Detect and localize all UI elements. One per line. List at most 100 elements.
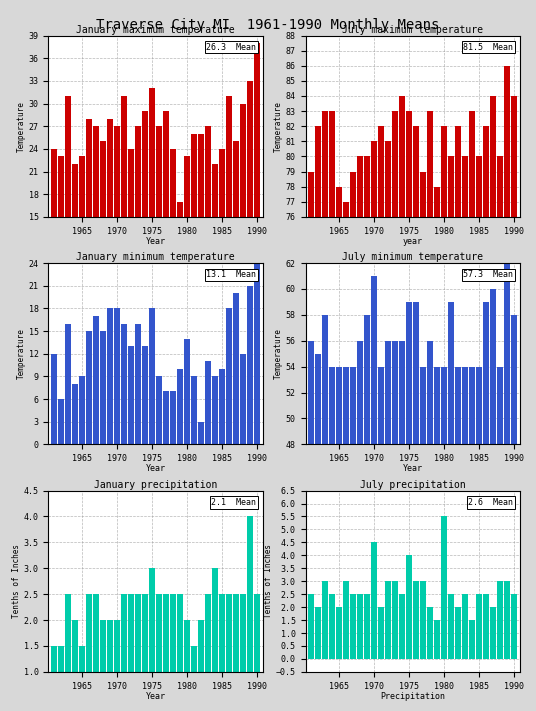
Bar [142,594,148,711]
Bar [254,594,260,711]
Bar [343,202,349,711]
Bar [427,607,433,659]
Bar [149,309,155,444]
Bar [392,582,398,659]
Bar [142,346,148,444]
Bar [399,341,405,711]
Bar [420,582,426,659]
Bar [163,392,169,444]
Bar [212,568,218,711]
Bar [490,96,496,711]
Bar [93,594,99,711]
Bar [343,367,349,711]
Y-axis label: Temperature: Temperature [17,328,26,379]
Bar [413,302,419,711]
Text: Traverse City MI  1961-1990 Monthly Means: Traverse City MI 1961-1990 Monthly Means [96,18,440,32]
Bar [477,156,482,711]
Bar [470,367,475,711]
Bar [504,66,510,711]
Bar [86,594,92,711]
Bar [107,119,113,330]
Bar [378,127,384,711]
Bar [336,607,342,659]
Bar [107,620,113,711]
Bar [441,516,447,659]
Bar [170,594,176,711]
Bar [58,399,64,444]
Bar [177,594,183,711]
Bar [448,302,454,711]
Bar [121,324,127,444]
Bar [100,141,106,330]
Bar [350,594,356,659]
Bar [233,594,239,711]
Bar [219,149,225,330]
Bar [128,594,134,711]
Bar [100,331,106,444]
Bar [462,367,468,711]
Bar [212,376,218,444]
Bar [191,646,197,711]
Bar [392,111,398,711]
Bar [371,276,377,711]
Title: January maximum temperature: January maximum temperature [76,25,235,35]
Bar [497,367,503,711]
Bar [205,127,211,330]
Bar [413,582,419,659]
Bar [247,286,253,444]
Bar [483,594,489,659]
Bar [385,582,391,659]
Bar [254,263,260,444]
Bar [329,594,335,659]
Bar [135,127,141,330]
Bar [114,620,120,711]
Text: 26.3  Mean: 26.3 Mean [206,43,256,52]
Bar [107,309,113,444]
Y-axis label: Temperature: Temperature [274,101,283,151]
Bar [198,422,204,444]
Bar [156,594,162,711]
Bar [392,341,398,711]
Bar [65,594,71,711]
Bar [350,171,356,711]
Bar [308,594,314,659]
Bar [149,88,155,330]
Title: January minimum temperature: January minimum temperature [76,252,235,262]
Bar [121,594,127,711]
X-axis label: Year: Year [145,237,166,246]
Bar [455,367,461,711]
Bar [350,367,356,711]
Bar [79,646,85,711]
Bar [170,392,176,444]
Text: 13.1  Mean: 13.1 Mean [206,270,256,279]
Bar [470,620,475,659]
Bar [72,164,78,330]
Bar [198,134,204,330]
Bar [198,620,204,711]
Bar [371,542,377,659]
Bar [490,289,496,711]
Bar [79,156,85,330]
X-axis label: year: year [403,237,423,246]
Bar [254,43,260,330]
Bar [470,111,475,711]
Bar [497,156,503,711]
Text: 57.3  Mean: 57.3 Mean [464,270,513,279]
Bar [504,263,510,711]
Bar [378,367,384,711]
Bar [399,96,405,711]
Bar [511,594,517,659]
Bar [357,594,363,659]
Bar [184,620,190,711]
Bar [226,96,232,330]
Bar [79,376,85,444]
Bar [336,367,342,711]
Bar [322,111,328,711]
Bar [511,96,517,711]
Bar [100,620,106,711]
Bar [149,568,155,711]
Bar [336,187,342,711]
Bar [170,149,176,330]
Bar [448,594,454,659]
Bar [247,81,253,330]
